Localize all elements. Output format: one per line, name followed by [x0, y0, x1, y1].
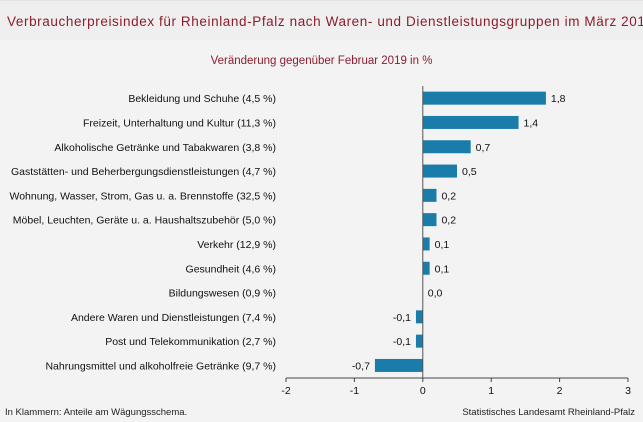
bar: [422, 91, 546, 105]
bar: [422, 261, 430, 275]
chart-subtitle: Veränderung gegenüber Februar 2019 in %: [210, 55, 433, 67]
x-tick-label: -2: [281, 385, 290, 397]
value-label: -0,1: [393, 312, 411, 324]
category-label: Wohnung, Wasser, Strom, Gas u. a. Brenns…: [9, 190, 276, 202]
category-label: Gaststätten- und Beherbergungsdienstleis…: [11, 166, 276, 178]
bar: [422, 115, 519, 129]
bar: [422, 164, 457, 178]
value-label: 0,7: [476, 142, 491, 154]
x-tick-label: 3: [625, 385, 631, 397]
category-label: Post und Telekommunikation (2,7 %): [105, 336, 276, 348]
value-label: -0,7: [352, 360, 370, 372]
category-label: Bildungswesen (0,9 %): [169, 288, 276, 300]
value-label: 0,2: [441, 215, 456, 227]
x-tick-label: 0: [420, 385, 426, 397]
bar: [415, 334, 423, 348]
category-label: Alkoholische Getränke und Tabakwaren (3,…: [54, 142, 276, 154]
bar: [415, 310, 423, 324]
value-label: 0,5: [462, 166, 477, 178]
x-tick-label: -1: [350, 385, 359, 397]
value-label: 0,2: [441, 190, 456, 202]
bar: [422, 237, 430, 251]
page-title: Verbraucherpreisindex für Rheinland-Pfal…: [7, 14, 643, 29]
category-label: Möbel, Leuchten, Geräte u. a. Haushaltsz…: [13, 215, 276, 227]
footnote: In Klammern: Anteile am Wägungsschema.: [5, 407, 188, 418]
title-bar: Verbraucherpreisindex für Rheinland-Pfal…: [0, 0, 643, 40]
bar: [374, 358, 423, 372]
value-label: 0,1: [435, 263, 450, 275]
category-label: Verkehr (12,9 %): [197, 239, 276, 251]
bar: [422, 213, 437, 227]
value-label: 1,8: [551, 93, 566, 105]
category-label: Freizeit, Unterhaltung und Kultur (11,3 …: [83, 117, 276, 129]
bar: [422, 140, 471, 154]
x-tick-label: 1: [488, 385, 494, 397]
value-label: 1,4: [524, 117, 539, 129]
category-label: Andere Waren und Dienstleistungen (7,4 %…: [71, 312, 276, 324]
category-label: Gesundheit (4,6 %): [186, 263, 276, 275]
bar: [422, 188, 437, 202]
x-tick-label: 2: [557, 385, 563, 397]
value-label: 0,1: [435, 239, 450, 251]
category-label: Bekleidung und Schuhe (4,5 %): [128, 93, 276, 105]
value-label: -0,1: [393, 336, 411, 348]
source-note: Statistisches Landesamt Rheinland-Pfalz: [462, 407, 635, 418]
value-label: 0,0: [428, 288, 443, 300]
category-label: Nahrungsmittel und alkoholfreie Getränke…: [45, 360, 276, 372]
